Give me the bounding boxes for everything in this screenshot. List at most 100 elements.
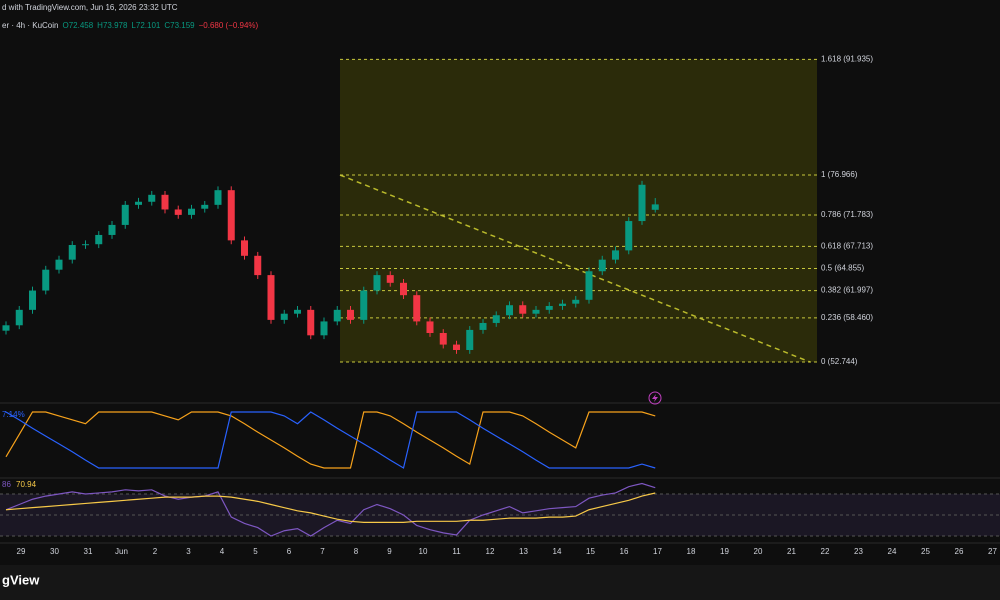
x-tick-label: 27 xyxy=(988,547,997,556)
candle-body xyxy=(320,321,328,336)
candle-body xyxy=(15,309,23,326)
rsi-line xyxy=(5,492,656,523)
fib-label: 1 (76.966) xyxy=(821,170,858,179)
candle-body xyxy=(188,208,195,215)
candle-body xyxy=(42,269,50,291)
x-tick-label: 24 xyxy=(888,547,897,556)
candle-body xyxy=(174,209,182,215)
footer-bar xyxy=(0,565,1000,600)
x-tick-label: 11 xyxy=(452,547,461,556)
candle-body xyxy=(572,299,580,304)
open: O72.458 xyxy=(62,21,93,30)
x-tick-label: 10 xyxy=(419,547,428,556)
candle-body xyxy=(148,194,156,202)
candle-body xyxy=(267,275,275,320)
close: C73.159 xyxy=(164,21,195,30)
x-tick-label: 20 xyxy=(754,547,763,556)
candle-body xyxy=(519,305,527,314)
candle-body xyxy=(559,303,566,306)
candle-body xyxy=(400,282,407,296)
x-tick-label: 19 xyxy=(720,547,729,556)
candle-body xyxy=(598,259,606,272)
candle-body xyxy=(373,275,381,291)
candle-body xyxy=(347,309,354,320)
x-tick-label: 13 xyxy=(519,547,528,556)
fib-label: 0.236 (58.460) xyxy=(821,313,873,322)
fib-label: 0.618 (67.713) xyxy=(821,242,873,251)
candle-body xyxy=(360,290,368,320)
change: −0.680 (−0.94%) xyxy=(199,21,259,30)
alert-icon[interactable] xyxy=(648,391,662,405)
x-tick-label: 29 xyxy=(17,547,26,556)
rsi-line xyxy=(5,482,656,537)
fib-label: 0 (52.744) xyxy=(821,357,858,366)
candle-body xyxy=(108,224,116,235)
candle-body xyxy=(532,309,540,314)
candle-body xyxy=(466,329,474,350)
candle-body xyxy=(333,309,341,322)
candle-body xyxy=(227,190,235,241)
x-tick-label: Jun xyxy=(115,547,128,556)
x-tick-label: 14 xyxy=(553,547,562,556)
x-tick-label: 5 xyxy=(253,547,258,556)
candle-body xyxy=(254,255,262,276)
candle-body xyxy=(29,290,36,310)
aroon-line xyxy=(5,411,656,469)
candle-body xyxy=(121,204,129,225)
fib-label: 0.382 (61.997) xyxy=(821,286,873,295)
x-tick-label: 26 xyxy=(955,547,964,556)
header-info: er · 4h · KuCoin O72.458 H73.978 L72.101… xyxy=(2,21,259,30)
x-tick-label: 21 xyxy=(787,547,796,556)
candle-body xyxy=(55,259,63,270)
x-tick-label: 25 xyxy=(921,547,930,556)
fib-box xyxy=(340,59,817,362)
logo[interactable]: gView xyxy=(2,572,40,587)
candle-body xyxy=(307,309,315,336)
candle-body xyxy=(386,275,394,283)
candle-body xyxy=(439,333,447,345)
candle-body xyxy=(506,305,513,316)
candle-body xyxy=(82,244,89,246)
candle-body xyxy=(241,240,248,256)
rsi-label: 86 xyxy=(2,480,11,489)
candle-body xyxy=(479,322,487,330)
rsi-ma-label: 70.94 xyxy=(16,480,37,489)
candle-body xyxy=(625,221,633,251)
candle-body xyxy=(612,250,619,260)
candle-body xyxy=(214,190,222,205)
candle-body xyxy=(545,305,553,310)
candle-body xyxy=(492,315,500,323)
alert-bolt xyxy=(652,394,658,402)
x-tick-label: 23 xyxy=(854,547,863,556)
candle-body xyxy=(68,244,76,260)
x-tick-label: 2 xyxy=(153,547,158,556)
candle-body xyxy=(201,204,209,209)
x-tick-label: 30 xyxy=(50,547,59,556)
x-tick-label: 12 xyxy=(486,547,495,556)
candle-body xyxy=(135,201,142,205)
x-tick-label: 4 xyxy=(220,547,225,556)
symbol: er · 4h · KuCoin xyxy=(2,21,58,30)
x-tick-label: 16 xyxy=(620,547,629,556)
candle-body xyxy=(161,194,169,210)
fib-label: 1.618 (91.935) xyxy=(821,55,873,64)
x-tick-label: 17 xyxy=(653,547,662,556)
header-title: d with TradingView.com, Jun 16, 2026 23:… xyxy=(2,3,178,12)
candle-body xyxy=(95,234,103,245)
candle-body xyxy=(280,313,288,320)
aroon-line xyxy=(5,411,656,469)
fib-label: 0.786 (71.783) xyxy=(821,210,873,219)
x-tick-label: 6 xyxy=(287,547,292,556)
x-tick-label: 31 xyxy=(84,547,93,556)
candle-body xyxy=(453,344,460,350)
candle-body xyxy=(638,184,646,222)
candle-body xyxy=(294,309,301,314)
candle-body xyxy=(413,295,421,322)
aroon-label: 7.14% xyxy=(2,410,25,419)
x-tick-label: 22 xyxy=(821,547,830,556)
x-tick-label: 7 xyxy=(320,547,325,556)
high: H73.978 xyxy=(97,21,128,30)
candle-body xyxy=(651,204,659,210)
